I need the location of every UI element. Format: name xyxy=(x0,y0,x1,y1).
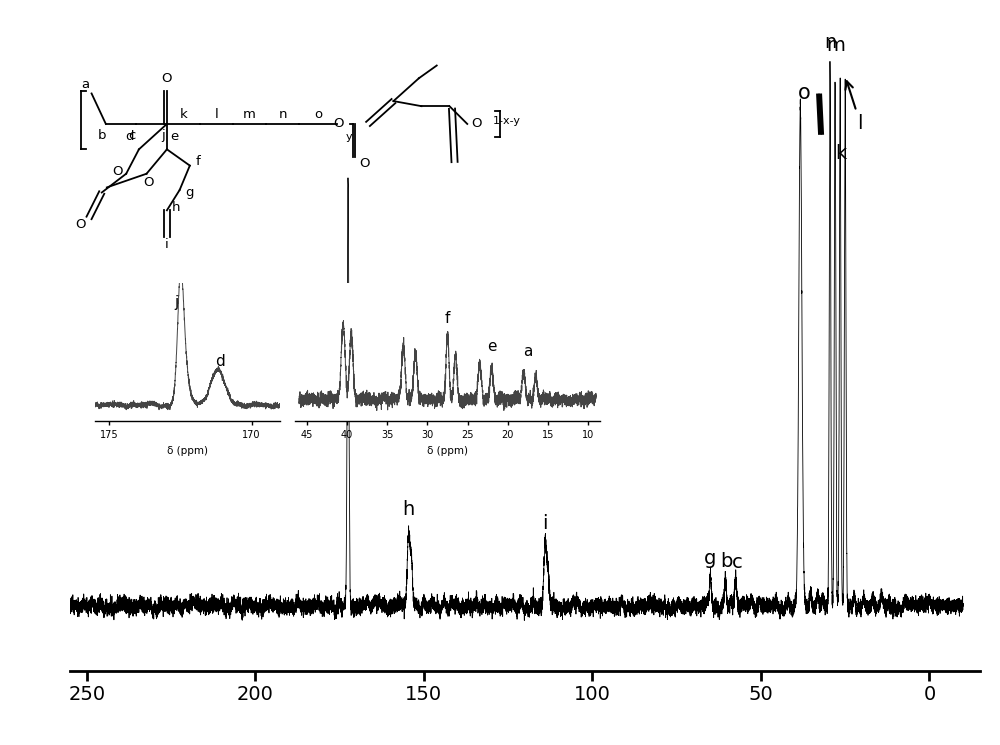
Text: i: i xyxy=(165,238,169,251)
Text: n: n xyxy=(824,33,836,52)
Text: c: c xyxy=(129,129,136,142)
Text: j: j xyxy=(174,295,178,310)
X-axis label: δ (ppm): δ (ppm) xyxy=(427,446,468,455)
Text: d: d xyxy=(215,354,225,369)
Text: c: c xyxy=(732,554,743,572)
Text: b: b xyxy=(721,552,733,571)
Text: O: O xyxy=(143,176,153,188)
Text: 1-x-y: 1-x-y xyxy=(492,116,520,127)
Text: O: O xyxy=(334,118,344,130)
Text: i: i xyxy=(542,514,548,533)
Text: k: k xyxy=(836,144,847,163)
Text: d: d xyxy=(125,130,134,143)
Text: O: O xyxy=(75,218,86,230)
Text: h: h xyxy=(403,500,415,519)
Text: f: f xyxy=(196,155,201,168)
Text: O: O xyxy=(162,72,172,85)
Text: o: o xyxy=(798,83,810,104)
X-axis label: δ (ppm): δ (ppm) xyxy=(167,446,208,455)
Text: g: g xyxy=(704,549,717,568)
Text: m: m xyxy=(243,108,256,121)
Text: j: j xyxy=(161,129,165,142)
Text: n: n xyxy=(278,108,287,121)
Text: o: o xyxy=(314,108,322,121)
Text: f: f xyxy=(445,311,450,326)
Text: O: O xyxy=(471,118,482,130)
Text: a: a xyxy=(81,77,90,91)
Text: e: e xyxy=(487,339,496,355)
Text: l: l xyxy=(215,108,218,121)
Text: g: g xyxy=(186,186,194,199)
Text: h: h xyxy=(172,201,180,215)
Text: l: l xyxy=(845,81,863,133)
Text: O: O xyxy=(359,157,370,170)
Text: b: b xyxy=(97,129,106,142)
Text: y: y xyxy=(345,132,352,142)
Text: e: e xyxy=(170,130,179,143)
Text: O: O xyxy=(112,165,122,177)
Text: k: k xyxy=(180,108,187,121)
Text: m: m xyxy=(826,36,845,55)
Text: a: a xyxy=(523,344,532,359)
